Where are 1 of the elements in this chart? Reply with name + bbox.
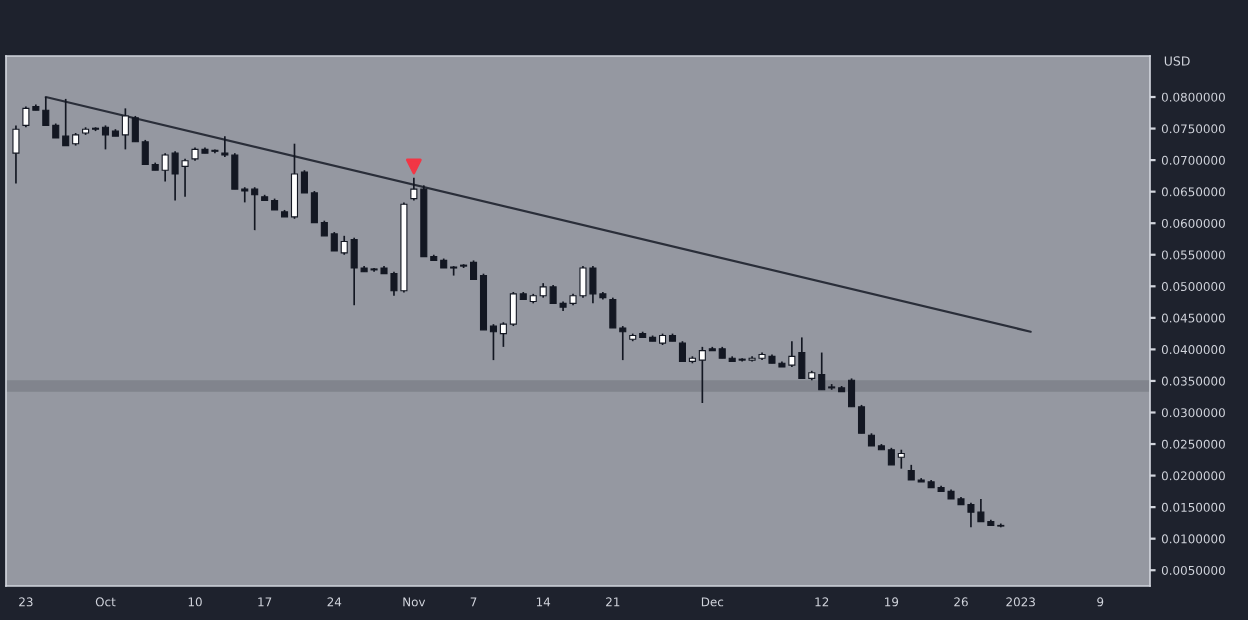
candlestick <box>12 124 20 185</box>
